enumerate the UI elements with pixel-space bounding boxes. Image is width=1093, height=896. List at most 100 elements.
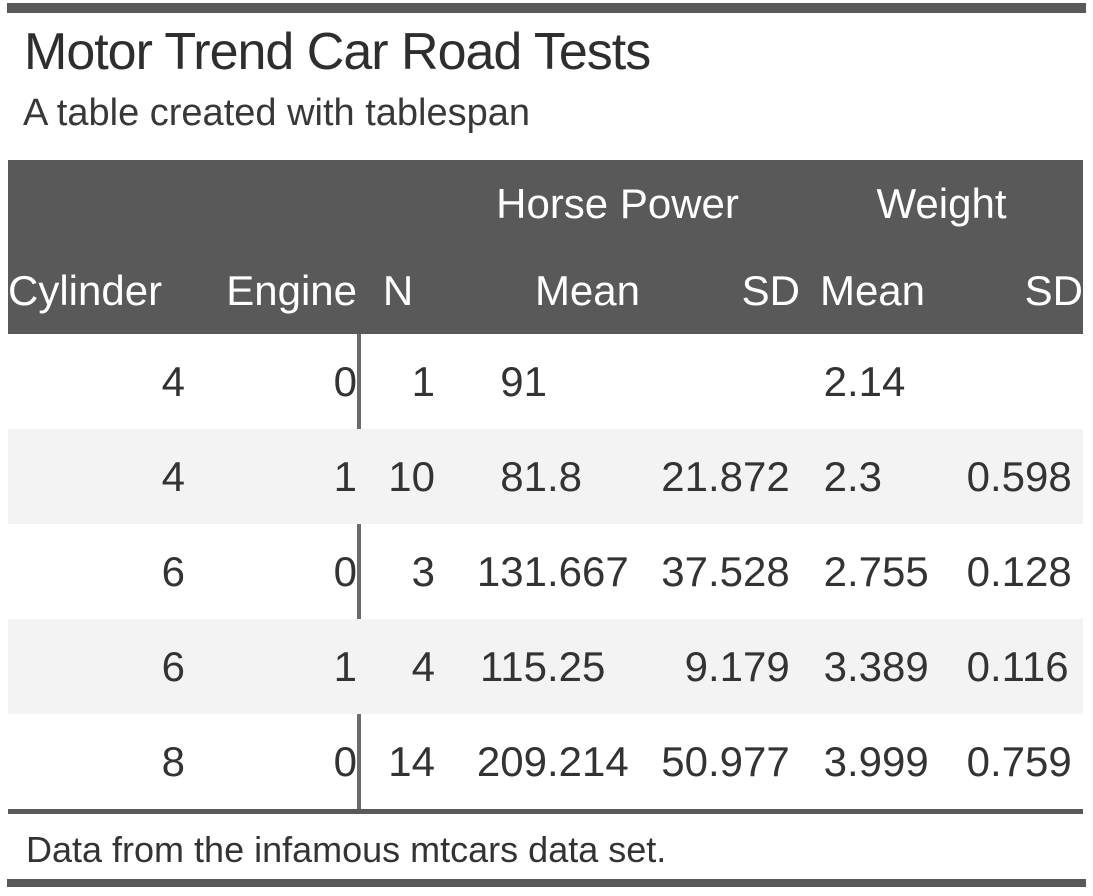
cell-hp-mean: 209.214 <box>435 714 640 812</box>
table-row: 6 1 4 115.25 9.179 3.389 0.116 <box>8 619 1084 715</box>
cell-int: 0 <box>966 547 991 595</box>
column-divider <box>357 619 361 715</box>
column-header-hp-sd: SD <box>640 247 801 335</box>
cell-int: 50 <box>661 737 708 785</box>
cell-n: 10 <box>361 429 435 525</box>
cell-frac: .116 <box>990 642 1069 690</box>
table-header: Horse Power Weight Cylinder Engine N Mea… <box>8 160 1084 335</box>
table-row: 4 0 1 91 2.14 <box>8 334 1083 430</box>
cell-cylinder: 4 <box>161 357 185 405</box>
cell-frac: .999 <box>847 737 929 785</box>
column-header-divider <box>357 247 361 335</box>
column-header-n: N <box>361 247 435 335</box>
cell-frac: .128 <box>990 547 1072 595</box>
cell-n: 3 <box>411 547 435 595</box>
cell-frac: .977 <box>708 737 790 785</box>
cell-wt-sd <box>925 334 1083 429</box>
cell-engine: 1 <box>185 429 357 525</box>
column-divider <box>357 334 361 430</box>
cell-hp-mean: 91 <box>435 334 640 429</box>
table-row: 4 1 10 81.8 21.872 2.3 0.598 <box>8 429 1084 525</box>
cell-hp-mean: 115.25 <box>435 619 640 715</box>
cell-int: 37 <box>661 547 708 595</box>
column-header-hp-mean: Mean <box>435 247 640 335</box>
cell-frac: .598 <box>990 452 1072 500</box>
cell-frac: .528 <box>708 547 790 595</box>
cell-wt-mean: 3.999 <box>800 714 929 812</box>
cell-engine: 0 <box>333 737 357 785</box>
cell-cylinder: 8 <box>161 737 185 785</box>
page-title: Motor Trend Car Road Tests <box>24 23 651 81</box>
footer-note: Data from the infamous mtcars data set. <box>26 829 667 871</box>
table-row: 8 0 14 209.214 50.977 3.999 0.759 <box>8 714 1083 812</box>
cell-frac: .25 <box>547 642 606 690</box>
cell-int: 3 <box>823 737 848 785</box>
cell-wt-mean: 3.389 <box>800 619 929 715</box>
spanner-weight: Weight <box>800 160 1084 248</box>
cell-frac: .872 <box>708 452 790 500</box>
cell-frac: .389 <box>847 642 929 690</box>
cell-wt-mean: 2.755 <box>800 524 929 619</box>
spanner-spacer <box>8 160 435 248</box>
cell-hp-mean: 131.667 <box>435 524 640 619</box>
cell-int: 115 <box>480 642 547 690</box>
cell-frac: .214 <box>547 737 629 785</box>
cell-wt-sd: 0.759 <box>925 714 1083 812</box>
table-body: 4 0 1 91 2.14 4 1 10 81.8 21.872 2.3 0.5… <box>8 334 1084 812</box>
cell-hp-sd: 9.179 <box>640 619 801 715</box>
cell-int: 91 <box>500 357 547 405</box>
cell-n: 14 <box>388 737 435 785</box>
cell-wt-mean: 2.14 <box>800 334 925 429</box>
cell-int: 0 <box>966 737 991 785</box>
cell-int: 21 <box>661 452 708 500</box>
cell-hp-sd: 37.528 <box>640 524 800 619</box>
data-table: Horse Power Weight Cylinder Engine N Mea… <box>8 160 1084 815</box>
column-divider <box>357 714 361 812</box>
cell-int: 209 <box>476 737 547 785</box>
cell-hp-sd <box>640 334 800 429</box>
cell-frac: .755 <box>847 547 929 595</box>
cell-n: 4 <box>361 619 435 715</box>
cell-frac: .14 <box>847 357 906 405</box>
spanner-horse-power: Horse Power <box>435 160 801 248</box>
cell-int: 81 <box>500 452 547 500</box>
cell-wt-sd: 0.598 <box>925 429 1084 525</box>
cell-hp-mean: 81.8 <box>435 429 640 525</box>
cell-frac: .3 <box>847 452 883 500</box>
cell-frac: .8 <box>547 452 583 500</box>
cell-wt-mean: 2.3 <box>800 429 926 525</box>
column-divider <box>357 524 361 620</box>
column-header-cylinder: Cylinder <box>8 247 185 335</box>
cell-engine: 1 <box>185 619 357 715</box>
cell-frac: .759 <box>990 737 1072 785</box>
column-header-row: Cylinder Engine N Mean SD Mean SD <box>8 247 1084 335</box>
spanner-row: Horse Power Weight <box>8 160 1084 248</box>
cell-cylinder: 6 <box>161 547 185 595</box>
cell-int: 131 <box>476 547 547 595</box>
cell-int: 0 <box>966 642 991 690</box>
cell-int: 3 <box>823 642 848 690</box>
cell-int: 2 <box>823 547 848 595</box>
cell-frac: .667 <box>547 547 629 595</box>
cell-int: 2 <box>823 357 848 405</box>
column-header-engine: Engine <box>185 247 357 335</box>
cell-engine: 0 <box>333 357 357 405</box>
column-header-wt-mean: Mean <box>800 247 926 335</box>
cell-frac: .179 <box>708 642 790 690</box>
cell-n: 1 <box>411 357 435 405</box>
cell-hp-sd: 50.977 <box>640 714 800 812</box>
bottom-rule <box>7 878 1086 887</box>
cell-cylinder: 4 <box>8 429 185 525</box>
table-row: 6 0 3 131.667 37.528 2.755 0.128 <box>8 524 1083 620</box>
cell-wt-sd: 0.128 <box>925 524 1083 619</box>
cell-engine: 0 <box>333 547 357 595</box>
column-header-wt-sd: SD <box>925 247 1084 335</box>
cell-hp-sd: 21.872 <box>640 429 801 525</box>
cell-int: 0 <box>966 452 991 500</box>
cell-int: 9 <box>684 642 708 690</box>
cell-cylinder: 6 <box>8 619 185 715</box>
top-rule <box>7 3 1086 13</box>
column-divider <box>357 429 361 525</box>
cell-wt-sd: 0.116 <box>925 619 1084 715</box>
page-subtitle: A table created with tablespan <box>23 91 531 134</box>
